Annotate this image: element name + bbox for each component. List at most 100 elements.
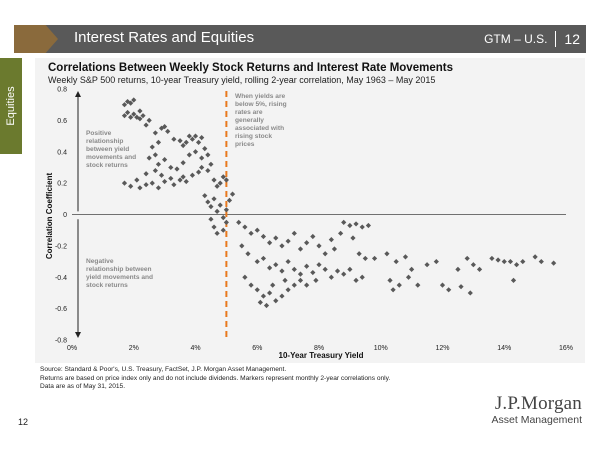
side-tab[interactable]: Equities	[0, 58, 22, 154]
data-point	[192, 149, 199, 155]
data-point	[211, 177, 217, 183]
x-tick-label: 8%	[314, 345, 324, 352]
data-point	[137, 116, 143, 122]
data-point	[273, 298, 279, 304]
data-point	[260, 293, 267, 299]
data-point	[137, 108, 143, 114]
region-label: GTM – U.S.	[484, 32, 548, 46]
y-tick-label: -0.4	[55, 275, 67, 282]
page-title: Interest Rates and Equities	[74, 29, 255, 46]
data-point	[520, 258, 526, 265]
data-point	[350, 235, 356, 241]
y-axis-label: Correlation Coefficient	[45, 173, 54, 260]
data-point	[322, 251, 328, 257]
data-point	[211, 224, 217, 230]
data-point	[180, 160, 186, 166]
data-point	[310, 269, 316, 276]
positive-arrow-head	[75, 91, 81, 97]
data-point	[223, 219, 229, 225]
data-point	[223, 207, 229, 213]
data-point	[242, 224, 248, 230]
data-point	[424, 262, 430, 268]
data-point	[168, 175, 174, 182]
data-point	[273, 262, 279, 268]
data-point	[124, 109, 131, 116]
x-tick-label: 12%	[435, 345, 449, 352]
data-point	[396, 282, 402, 288]
y-tick-label: 0.4	[57, 149, 67, 156]
data-point	[270, 282, 276, 288]
data-point	[390, 287, 396, 293]
data-point	[285, 287, 291, 293]
data-point	[267, 290, 273, 296]
data-point	[155, 139, 162, 145]
data-point	[476, 266, 483, 273]
data-point	[171, 182, 177, 188]
data-point	[183, 178, 189, 185]
data-point	[229, 191, 236, 197]
x-tick-label: 16%	[559, 345, 573, 352]
data-point	[273, 235, 279, 241]
data-point	[297, 246, 304, 252]
negative-arrow-head	[75, 332, 81, 338]
data-point	[341, 219, 347, 225]
data-point	[146, 155, 152, 161]
data-point	[507, 258, 514, 265]
data-point	[183, 139, 189, 145]
data-point	[131, 111, 137, 117]
data-point	[195, 139, 202, 145]
data-point	[177, 138, 183, 144]
data-point	[220, 227, 226, 233]
data-point	[162, 178, 168, 185]
data-point	[489, 255, 495, 262]
data-point	[177, 177, 183, 183]
data-point	[501, 258, 507, 265]
data-point	[362, 255, 368, 262]
data-point	[186, 133, 192, 139]
data-point	[260, 233, 267, 240]
data-point	[514, 262, 520, 268]
data-point	[334, 268, 341, 274]
footnotes: Source: Standard & Poor's, U.S. Treasury…	[40, 366, 390, 392]
data-point	[279, 268, 285, 274]
data-point	[189, 136, 196, 142]
data-point	[180, 142, 186, 149]
data-point	[248, 282, 254, 288]
data-point	[458, 284, 464, 290]
data-point	[393, 258, 399, 265]
logo-main: J.P.Morgan	[494, 393, 582, 414]
data-point	[146, 117, 152, 123]
data-point	[128, 114, 134, 120]
data-point	[310, 233, 316, 240]
data-point	[415, 282, 421, 288]
data-point	[189, 172, 196, 178]
data-point	[313, 277, 319, 283]
data-point	[405, 274, 412, 280]
data-point	[279, 293, 285, 299]
data-point	[254, 287, 260, 293]
data-point	[328, 274, 334, 280]
data-point	[282, 277, 288, 283]
positive-annotation: Positive relationship between yield movemen…	[86, 130, 136, 169]
data-point	[128, 183, 134, 189]
data-point	[291, 266, 297, 273]
data-point	[384, 251, 390, 257]
data-point	[205, 167, 211, 174]
data-point	[551, 260, 557, 266]
data-point	[316, 262, 322, 268]
data-point	[208, 161, 214, 167]
y-tick-label: 0.2	[57, 181, 67, 188]
data-point	[260, 255, 267, 262]
data-point	[464, 255, 470, 262]
y-tick-label: 0	[63, 212, 67, 219]
data-point	[242, 274, 248, 280]
data-point	[121, 180, 128, 186]
data-point	[248, 230, 254, 236]
data-point	[211, 196, 217, 202]
data-point	[316, 243, 322, 249]
x-tick-label: 4%	[190, 345, 200, 352]
data-point	[285, 258, 291, 265]
data-point	[199, 135, 205, 141]
x-tick-label: 0%	[67, 345, 77, 352]
